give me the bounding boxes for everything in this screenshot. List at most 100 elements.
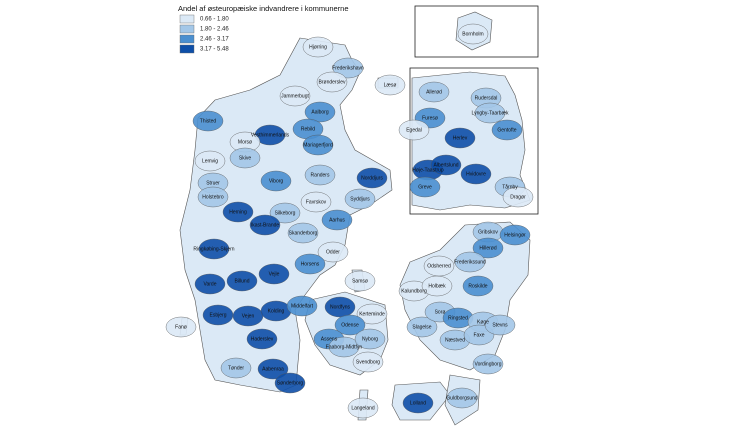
municipality-area [197, 186, 229, 208]
legend-swatch [179, 24, 195, 34]
municipality-label: Nyborg [362, 336, 378, 342]
municipality-area [444, 127, 476, 149]
municipality-label: Næstved [445, 337, 465, 343]
municipality-label: Vordingborg [475, 361, 502, 367]
municipality-label: Norddjurs [361, 175, 383, 181]
municipality-area [460, 163, 492, 185]
municipality-area [398, 119, 430, 141]
municipality-label: Gentofte [497, 127, 516, 133]
municipality-label: Køge [477, 319, 489, 325]
municipality-label: Holstebro [202, 194, 224, 200]
legend: 0.66 - 1.80 1.80 - 2.46 2.46 - 3.17 3.17 - … [179, 14, 229, 54]
municipality-area [328, 336, 360, 358]
municipality-label: Herlev [453, 135, 468, 141]
municipality-label: Kalundborg [401, 288, 427, 294]
municipality-label: Odense [341, 322, 359, 328]
municipality-label: Slagelse [412, 324, 431, 330]
municipality-label: Struer [206, 180, 220, 186]
municipality-area [304, 164, 336, 186]
municipality-label: Lyngby-Taarbæk [471, 110, 509, 116]
municipality-label: Hillerød [479, 245, 496, 251]
municipality-label: Holbæk [428, 283, 446, 289]
municipality-label: Aabenraa [262, 366, 284, 372]
municipality-label: Allerød [426, 89, 442, 95]
municipality-label: Gribskov [478, 229, 498, 235]
municipality-label: Høje-Taastrup [412, 167, 444, 173]
municipality-area [409, 176, 441, 198]
municipality-label: Skive [239, 155, 251, 161]
municipality-area [356, 303, 388, 325]
municipality-area [374, 74, 406, 96]
municipality-label: Ringkøbing-Skjern [193, 246, 234, 252]
municipality-label: Furesø [422, 115, 438, 121]
municipality-label: Randers [311, 172, 330, 178]
municipality-area [316, 71, 348, 93]
municipality-area [246, 328, 278, 350]
municipality-label: Nordfyns [330, 304, 351, 310]
municipality-label: Assens [321, 336, 338, 342]
municipality-area [302, 134, 334, 156]
municipality-area [463, 324, 495, 346]
legend-label: 1.80 - 2.46 [200, 27, 229, 33]
municipality-label: Varde [204, 281, 217, 287]
municipality-area [317, 241, 349, 263]
municipality-label: Roskilde [468, 283, 487, 289]
legend-label: 2.46 - 3.17 [200, 37, 229, 43]
municipality-area [352, 351, 384, 373]
municipality-label: Langeland [351, 405, 375, 411]
municipality-label: Haderslev [251, 336, 274, 342]
municipality-label: Silkeborg [275, 210, 296, 216]
municipality-label: Dragør [510, 194, 526, 200]
municipality-label: Jammerbugt [281, 93, 309, 99]
municipality-area [406, 316, 438, 338]
municipality-label: Rudersdal [475, 95, 498, 101]
municipality-label: Frederikssund [454, 259, 486, 265]
municipality-area [302, 36, 334, 58]
municipality-label: Thisted [200, 118, 217, 124]
municipality-area [472, 237, 504, 259]
municipality-area [300, 191, 332, 213]
municipality-label: Middelfart [291, 303, 314, 309]
municipalities: Hjørring Frederikshavn Brønderslev Læsø Jamm… [165, 23, 534, 419]
municipality-area [474, 102, 506, 124]
municipality-label: Vejen [242, 313, 255, 319]
municipality-label: Lemvig [202, 158, 218, 164]
municipality-area [321, 209, 353, 231]
municipality-area [462, 275, 494, 297]
inset-frame [409, 67, 539, 215]
legend-swatch [179, 34, 195, 44]
municipality-area [472, 353, 504, 375]
municipality-area [430, 154, 462, 176]
municipality-area [457, 23, 489, 45]
municipality-area [356, 167, 388, 189]
municipality-label: Herning [229, 209, 247, 215]
municipality-label: Helsingør [504, 232, 526, 238]
municipality-area [269, 202, 301, 224]
municipality-area [499, 224, 531, 246]
municipality-area [347, 397, 379, 419]
municipality-area [222, 201, 254, 223]
municipality-area [220, 357, 252, 379]
municipality-area [165, 316, 197, 338]
municipality-label: Hjørring [309, 44, 327, 50]
municipality-area [249, 214, 281, 236]
municipality-area [304, 101, 336, 123]
map-title: Andel af østeuropæiske indvandrere i kom… [178, 4, 349, 13]
municipality-area [257, 358, 289, 380]
municipality-area [287, 222, 319, 244]
municipality-label: Horsens [301, 261, 320, 267]
municipality-area [454, 251, 486, 273]
legend-swatch [179, 44, 195, 54]
municipality-label: Syddjurs [350, 196, 370, 202]
municipality-area [402, 392, 434, 414]
municipality-label: Skanderborg [289, 230, 318, 236]
municipality-area [423, 255, 455, 277]
municipality-label: Tønder [228, 365, 244, 371]
municipality-label: Kerteminde [359, 311, 385, 317]
municipality-area [274, 372, 306, 394]
municipality-label: Lolland [410, 400, 426, 406]
municipality-label: Brønderslev [319, 79, 346, 85]
municipality-label: Ringsted [448, 315, 468, 321]
municipality-area [324, 296, 356, 318]
